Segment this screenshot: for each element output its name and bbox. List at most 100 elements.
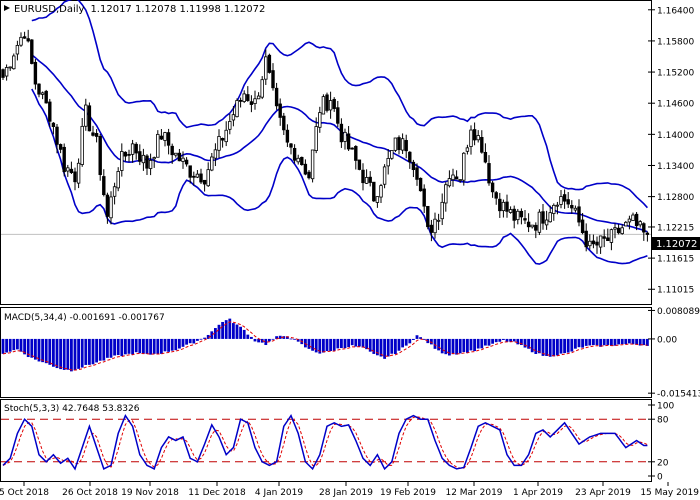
candle-body [285, 129, 290, 143]
macd-histogram-bar [19, 338, 23, 352]
candle-body [516, 210, 520, 221]
candle-body [562, 194, 567, 202]
macd-histogram-bar [397, 338, 401, 351]
candle-body [256, 95, 261, 100]
macd-histogram-bar [26, 338, 30, 358]
candle-body [174, 152, 178, 156]
symbol-label: EURUSD,Daily [14, 4, 85, 15]
macd-histogram-bar [163, 338, 167, 352]
candle-body [141, 154, 146, 164]
macd-histogram-bar [80, 338, 84, 368]
macd-histogram-bar [487, 338, 491, 346]
macd-histogram-bar [307, 338, 311, 349]
candle-body [548, 212, 552, 223]
macd-histogram-bar [433, 338, 437, 349]
candle-body [462, 152, 466, 181]
macd-histogram-bar [293, 338, 296, 340]
macd-histogram-bar [527, 338, 530, 349]
candle-body [390, 150, 394, 159]
macd-histogram-bar [84, 338, 88, 365]
macd-histogram-bar [358, 338, 361, 347]
macd-histogram-bar [624, 338, 628, 345]
macd-histogram-bar [250, 336, 253, 339]
candle-body [534, 224, 538, 231]
stoch-tick-label: 20 [657, 458, 669, 468]
candle-body [483, 151, 488, 163]
macd-histogram-bar [152, 338, 156, 354]
macd-histogram-bar [401, 338, 404, 348]
macd-histogram-bar [376, 338, 379, 356]
macd-histogram-bar [512, 338, 516, 342]
candle-body [296, 157, 300, 163]
macd-histogram-bar [606, 338, 610, 345]
candle-body [415, 167, 419, 180]
candle-body [386, 158, 390, 167]
macd-histogram-bar [286, 336, 289, 339]
stoch-signal-line [2, 416, 648, 469]
candle-body [4, 67, 9, 77]
candle-body [624, 221, 628, 227]
candle-body [321, 96, 326, 115]
macd-tick-label: 0.00 [657, 335, 677, 345]
candle-body [314, 126, 318, 152]
macd-histogram-bar [73, 338, 77, 371]
macd-histogram-bar [577, 338, 581, 348]
macd-histogram-bar [120, 338, 124, 357]
macd-histogram-bar [437, 338, 440, 351]
macd-histogram-bar [235, 324, 239, 339]
candle-body [559, 196, 563, 205]
time-tick-label: 19 Nov 2018 [121, 488, 179, 498]
stoch-tick-label: 0 [657, 473, 663, 483]
candle-body [249, 101, 254, 105]
macd-histogram-bar [635, 338, 638, 345]
candle-body [15, 45, 20, 55]
candle-body [12, 55, 16, 70]
macd-histogram-bar [196, 338, 199, 341]
macd-histogram-bar [138, 338, 142, 354]
candle-body [267, 54, 272, 73]
macd-histogram-bar [602, 338, 606, 346]
macd-histogram-bar [160, 338, 163, 354]
candle-body [109, 196, 113, 219]
candle-body [228, 121, 232, 130]
candle-body [30, 39, 34, 64]
candle-body [498, 198, 502, 212]
candle-body [397, 137, 401, 151]
candle-body [130, 143, 135, 155]
stoch-tick-label: 80 [657, 416, 669, 426]
macd-histogram-bar [203, 337, 206, 339]
candle-body [364, 177, 369, 184]
macd-histogram-bar [289, 338, 293, 340]
candle-body [570, 205, 574, 209]
macd-histogram-bar [113, 338, 116, 356]
candle-body [476, 135, 480, 141]
price-tick-label: 1.15200 [657, 69, 694, 79]
macd-histogram-bar [131, 338, 134, 355]
macd-histogram-bar [44, 338, 48, 364]
candle-body [616, 227, 621, 234]
candle-body [33, 61, 38, 85]
candle-body [339, 123, 344, 143]
macd-histogram-bar [350, 338, 354, 346]
candle-body [220, 137, 225, 141]
candle-body [490, 182, 495, 193]
candle-body [58, 144, 63, 150]
macd-histogram-bar [523, 338, 527, 348]
candle-body [148, 160, 153, 169]
candle-body [87, 105, 92, 132]
macd-histogram-bar [70, 338, 73, 372]
time-tick-label: 1 Apr 2019 [513, 488, 563, 498]
candle-body [469, 129, 473, 147]
macd-histogram-bar [199, 338, 203, 340]
macd-histogram-bar [581, 338, 584, 348]
candle-body [645, 232, 650, 235]
candle-body [210, 156, 214, 171]
candle-body [170, 145, 174, 156]
price-tick-label: 1.14000 [657, 131, 694, 141]
candle-body [231, 114, 236, 121]
macd-histogram-bar [408, 338, 412, 344]
macd-histogram-bar [556, 338, 559, 356]
candle-body [8, 66, 12, 69]
candle-body [609, 229, 614, 243]
candle-body [94, 133, 99, 137]
